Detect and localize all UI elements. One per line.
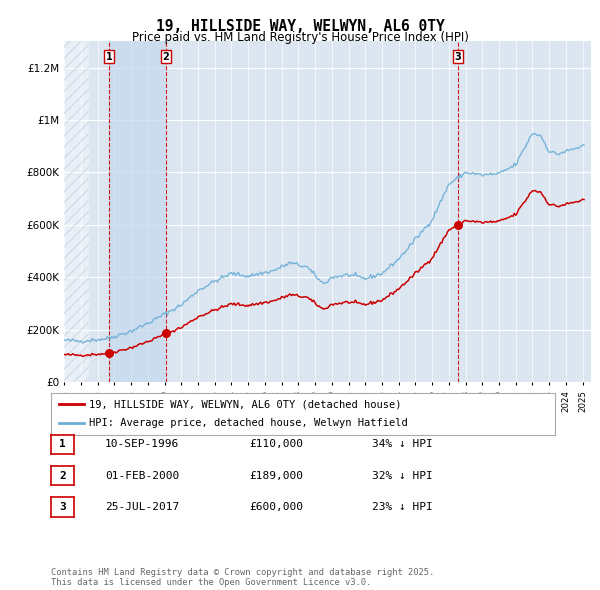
Text: Price paid vs. HM Land Registry's House Price Index (HPI): Price paid vs. HM Land Registry's House … <box>131 31 469 44</box>
Text: 3: 3 <box>455 51 461 61</box>
Text: £110,000: £110,000 <box>249 440 303 449</box>
Text: 23% ↓ HPI: 23% ↓ HPI <box>372 502 433 512</box>
Text: £600,000: £600,000 <box>249 502 303 512</box>
Text: 1: 1 <box>59 440 66 449</box>
Text: 3: 3 <box>59 502 66 512</box>
Bar <box>64 41 89 382</box>
Text: 10-SEP-1996: 10-SEP-1996 <box>105 440 179 449</box>
Text: £189,000: £189,000 <box>249 471 303 480</box>
Text: HPI: Average price, detached house, Welwyn Hatfield: HPI: Average price, detached house, Welw… <box>89 418 407 428</box>
Text: 2: 2 <box>163 51 169 61</box>
Text: 32% ↓ HPI: 32% ↓ HPI <box>372 471 433 480</box>
Text: 2: 2 <box>59 471 66 480</box>
Text: Contains HM Land Registry data © Crown copyright and database right 2025.
This d: Contains HM Land Registry data © Crown c… <box>51 568 434 587</box>
Text: 25-JUL-2017: 25-JUL-2017 <box>105 502 179 512</box>
Text: 01-FEB-2000: 01-FEB-2000 <box>105 471 179 480</box>
Text: 19, HILLSIDE WAY, WELWYN, AL6 0TY (detached house): 19, HILLSIDE WAY, WELWYN, AL6 0TY (detac… <box>89 399 401 409</box>
Bar <box>109 41 166 382</box>
Text: 34% ↓ HPI: 34% ↓ HPI <box>372 440 433 449</box>
Text: 1: 1 <box>106 51 113 61</box>
Text: 19, HILLSIDE WAY, WELWYN, AL6 0TY: 19, HILLSIDE WAY, WELWYN, AL6 0TY <box>155 19 445 34</box>
